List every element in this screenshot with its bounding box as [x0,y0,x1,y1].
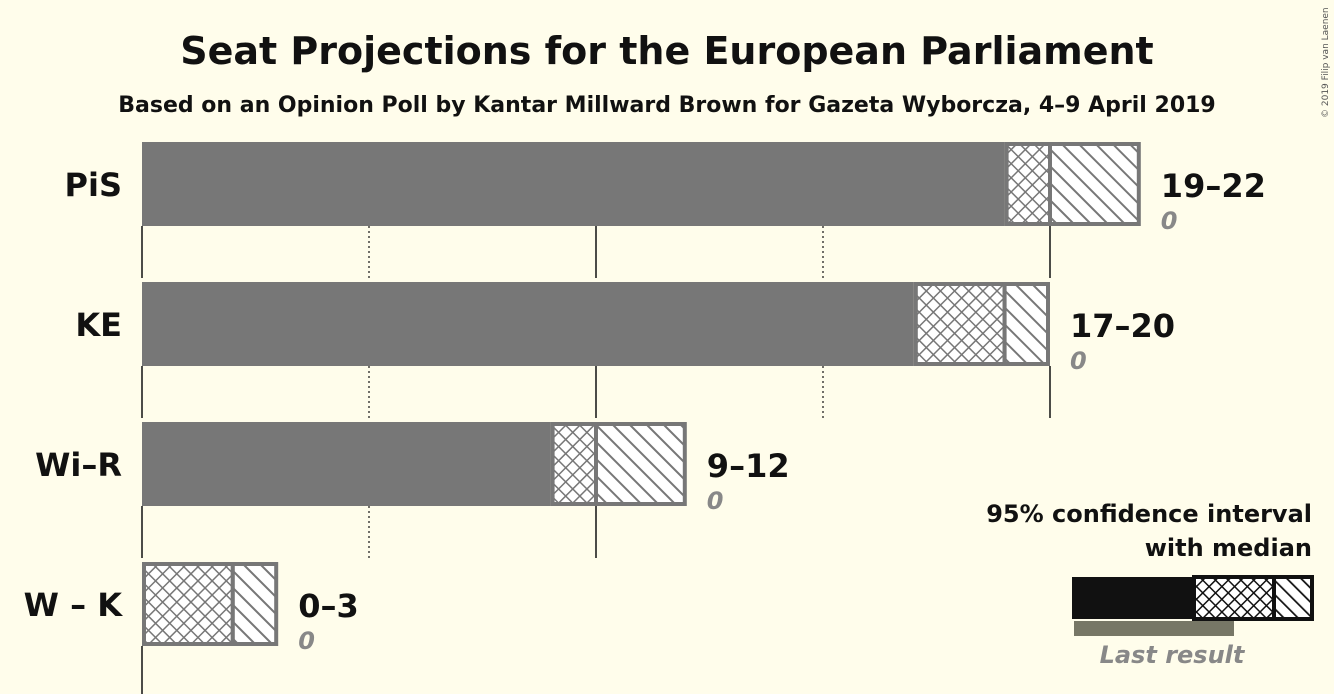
bar-row-3: Wi–R 9–120 [35,422,790,515]
legend: 95% confidence interval with median Last… [986,500,1314,669]
last-result-label: 0 [298,627,315,655]
range-label: 17–20 [1070,307,1175,345]
category-label: W – K [24,586,124,624]
last-result-label: 0 [707,487,724,515]
legend-title-line1: 95% confidence interval [986,500,1312,528]
chart-title: Seat Projections for the European Parlia… [180,29,1153,73]
legend-solid-bar [1072,577,1194,619]
bar-ci-low-to-median [550,422,598,506]
range-label: 0–3 [298,587,359,625]
bar-median-to-ci-high [1048,142,1141,226]
legend-cross-swatch [1192,575,1276,621]
last-result-label: 0 [1070,347,1087,375]
last-result-label: 0 [1161,207,1178,235]
bar-solid [142,142,1005,226]
bar-median-to-ci-high [594,422,687,506]
chart-subtitle: Based on an Opinion Poll by Kantar Millw… [118,93,1216,118]
category-label: PiS [65,166,122,204]
bar-ci-low-to-median [1004,142,1052,226]
legend-last-result-bar [1074,621,1234,636]
range-label: 19–22 [1161,167,1266,205]
bar-median-to-ci-high [1002,282,1050,366]
bar-ci-low-to-median [142,562,235,646]
bar-row-4: W – K 0–30 [24,562,359,655]
range-label: 9–12 [707,447,790,485]
bar-solid [142,282,914,366]
bar-row-1: PiS 19–220 [65,142,1266,235]
category-label: Wi–R [35,446,122,484]
bar-row-2: KE 17–200 [75,282,1175,375]
category-label: KE [75,306,122,344]
copyright-text: © 2019 Filip van Laenen [1321,7,1331,118]
legend-last-result-label: Last result [1100,641,1246,669]
legend-title-line2: with median [1145,534,1312,562]
bar-median-to-ci-high [230,562,279,646]
legend-hatch-swatch [1272,575,1314,621]
gridlines [141,226,1051,694]
bar-ci-low-to-median [913,282,1007,366]
bar-solid [142,422,551,506]
